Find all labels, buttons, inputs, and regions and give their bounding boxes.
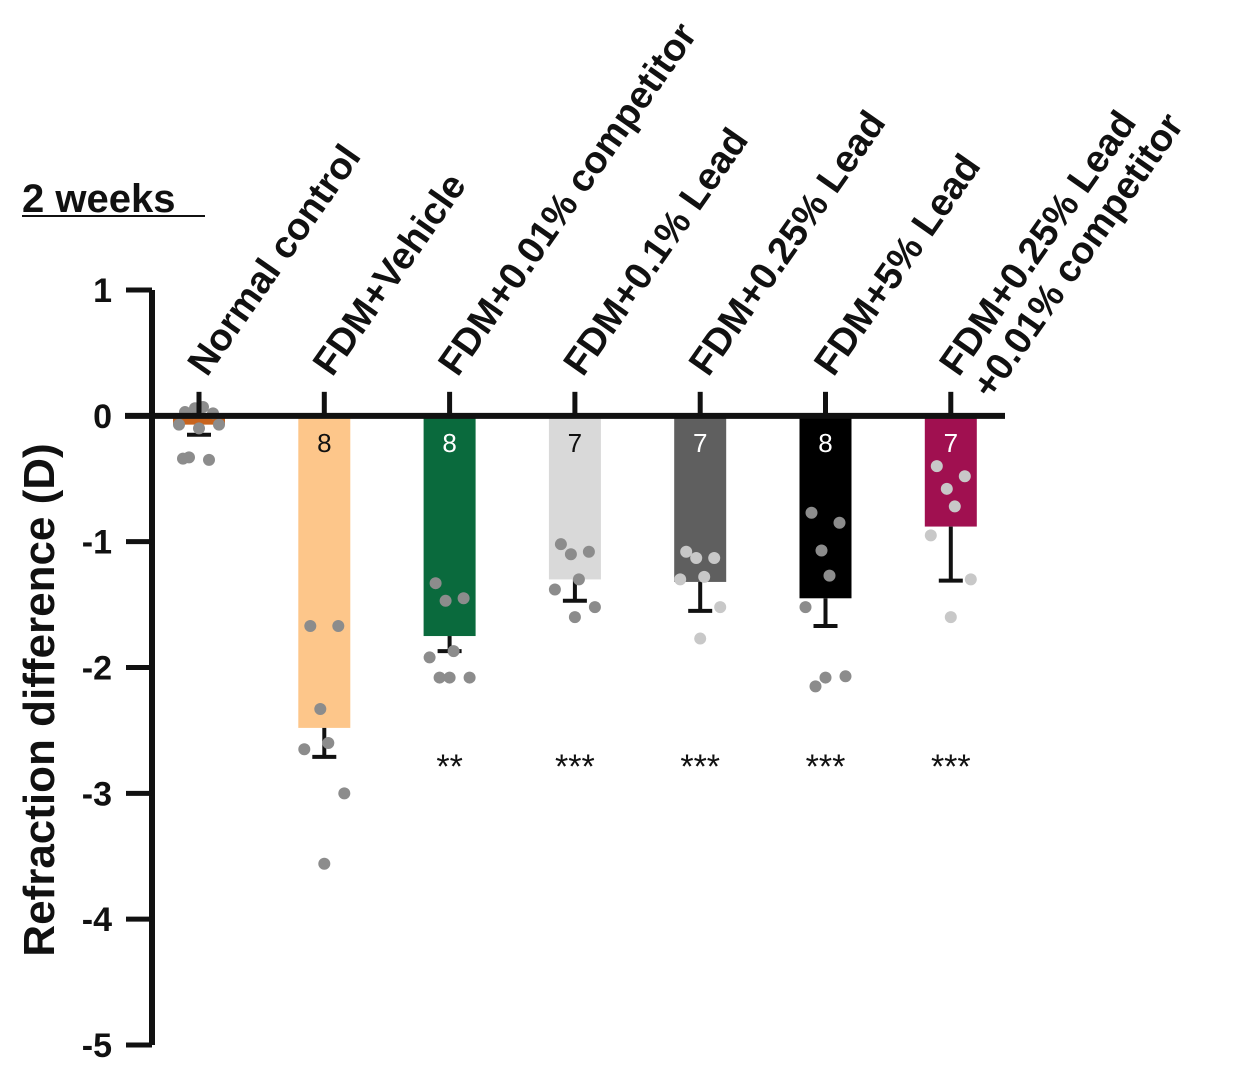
significance-label: *** [931, 748, 971, 786]
bar [173, 415, 225, 425]
data-point [568, 611, 581, 624]
data-point [708, 552, 721, 565]
data-point [203, 453, 215, 466]
data-point [423, 651, 436, 664]
significance-label: ** [436, 748, 462, 786]
bars-layer [173, 415, 977, 728]
data-point [177, 452, 189, 465]
y-tick-label: 0 [93, 398, 112, 436]
data-point [674, 573, 687, 586]
data-point [694, 632, 707, 645]
y-axis-label: Refraction difference (D) [15, 443, 64, 956]
data-point [304, 619, 317, 632]
data-point [213, 418, 225, 431]
data-point [298, 743, 311, 756]
data-point [819, 671, 832, 684]
data-point [924, 529, 937, 542]
data-point [680, 545, 693, 558]
y-tick-label: -5 [82, 1027, 112, 1065]
data-point [332, 619, 345, 632]
n-label: 8 [317, 428, 331, 458]
category-label: FDM+0.01% competitor [431, 15, 706, 383]
data-point [809, 680, 822, 693]
data-point [958, 470, 971, 483]
data-point [429, 577, 442, 590]
n-label: 8 [442, 428, 456, 458]
points-layer [173, 401, 977, 870]
y-tick-label: -1 [82, 524, 112, 562]
data-point [447, 645, 460, 658]
data-point [930, 460, 943, 473]
data-point [690, 552, 703, 565]
data-point [839, 670, 852, 683]
data-point [318, 857, 331, 870]
data-point [463, 671, 476, 684]
data-point [948, 500, 961, 513]
data-point [799, 601, 812, 614]
data-point [433, 671, 446, 684]
data-point [944, 611, 957, 624]
data-point [322, 737, 335, 749]
data-point [548, 583, 561, 596]
significance-label: *** [555, 748, 595, 786]
n-label: 7 [568, 428, 582, 458]
data-point [823, 569, 836, 582]
category-label-line: FDM+0.01% competitor [431, 15, 706, 383]
category-label: FDM+0.25% Lead+0.01% competitor [932, 83, 1192, 406]
data-point [582, 545, 595, 558]
data-point [173, 418, 185, 431]
bar [298, 415, 351, 728]
y-tick-label: -4 [82, 901, 112, 939]
chart-title: 2 weeks [22, 177, 175, 221]
n-label: 7 [944, 428, 958, 458]
data-point [443, 671, 456, 684]
data-point [457, 592, 470, 605]
y-tick-label: -3 [82, 775, 112, 813]
data-point [193, 422, 205, 435]
y-tick-label: 1 [93, 272, 112, 310]
data-point [554, 538, 567, 551]
data-point [314, 703, 327, 716]
data-point [572, 573, 585, 586]
data-point [439, 594, 452, 607]
data-point [964, 573, 977, 586]
data-point [714, 601, 727, 614]
axes-layer: 1 0 -1 -2 -3 -4 -5 [82, 272, 1005, 1065]
significance-label: *** [806, 748, 846, 786]
data-point [833, 516, 846, 529]
data-point [564, 548, 577, 561]
n-label: 8 [818, 428, 832, 458]
data-point [940, 482, 953, 495]
y-tick-label: -2 [82, 650, 112, 688]
data-point [338, 787, 351, 800]
data-point [815, 544, 828, 557]
significance-label: *** [680, 748, 720, 786]
bar [799, 415, 852, 599]
data-point [588, 601, 601, 614]
data-point [805, 506, 818, 519]
data-point [698, 570, 711, 583]
n-label: 7 [693, 428, 707, 458]
